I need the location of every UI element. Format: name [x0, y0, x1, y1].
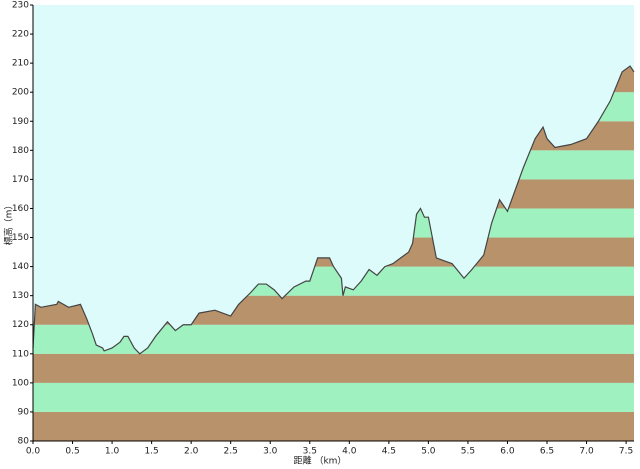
y-tick-label: 220	[12, 30, 29, 40]
y-tick-label: 200	[12, 88, 29, 98]
y-axis-label: 標高（m）	[3, 201, 15, 246]
x-tick-label: 1.5	[144, 447, 158, 457]
y-tick-label: 150	[12, 233, 29, 243]
x-tick-label: 4.5	[382, 447, 396, 457]
elevation-line	[32, 65, 635, 355]
x-tick-label: 7.0	[579, 447, 594, 457]
y-tick-label: 80	[18, 437, 30, 447]
elevation-band	[33, 353, 634, 383]
y-tick-label: 110	[12, 349, 29, 359]
elevation-band	[33, 382, 634, 412]
x-axis-label: 距離 （km）	[294, 455, 347, 467]
y-tick-label: 100	[12, 378, 29, 388]
y-tick-label: 90	[18, 407, 30, 417]
y-tick-label: 120	[12, 320, 29, 330]
y-tick-label: 160	[12, 204, 29, 214]
elevation-band	[33, 411, 634, 441]
x-tick-label: 0.0	[26, 447, 41, 457]
y-tick-label: 140	[12, 262, 29, 272]
y-tick-label: 180	[12, 146, 29, 156]
x-tick-label: 5.0	[421, 447, 436, 457]
x-tick-label: 1.0	[105, 447, 120, 457]
x-tick-label: 0.5	[65, 447, 79, 457]
x-tick-label: 2.5	[224, 447, 238, 457]
y-tick-label: 130	[12, 291, 29, 301]
y-tick-label: 230	[12, 1, 29, 11]
y-tick-label: 190	[12, 117, 29, 127]
x-tick-label: 6.5	[540, 447, 554, 457]
x-tick-label: 6.0	[500, 447, 515, 457]
x-tick-label: 4.0	[342, 447, 357, 457]
x-tick-label: 2.0	[184, 447, 199, 457]
x-tick-label: 3.5	[303, 447, 317, 457]
y-tick-label: 210	[12, 59, 29, 69]
x-tick-label: 3.0	[263, 447, 278, 457]
x-tick-label: 7.5	[619, 447, 633, 457]
x-tick-label: 5.5	[461, 447, 475, 457]
y-tick-label: 170	[12, 175, 29, 185]
